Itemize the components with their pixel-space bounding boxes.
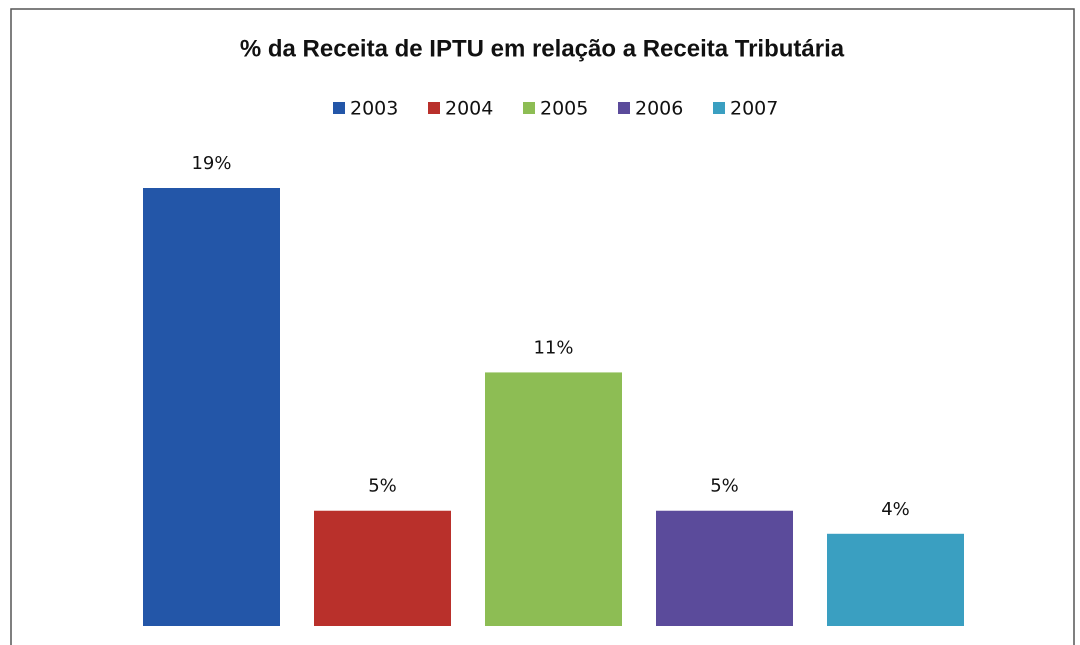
data-label: 4% xyxy=(881,499,910,520)
legend-swatch xyxy=(428,102,440,114)
legend-swatch xyxy=(523,102,535,114)
legend-label: 2003 xyxy=(350,98,398,120)
legend-label: 2004 xyxy=(445,98,493,120)
legend-label: 2006 xyxy=(635,98,683,120)
chart-frame xyxy=(10,8,1075,645)
bar xyxy=(827,533,964,626)
bar xyxy=(656,510,793,626)
chart-title: % da Receita de IPTU em relação a Receit… xyxy=(240,35,845,62)
bar xyxy=(143,188,280,626)
data-label: 5% xyxy=(368,476,397,497)
bar xyxy=(314,510,451,626)
legend-label: 2007 xyxy=(730,98,778,120)
data-label: 5% xyxy=(710,476,739,497)
legend-label: 2005 xyxy=(540,98,588,120)
legend-swatch xyxy=(713,102,725,114)
bar xyxy=(485,372,622,626)
legend-swatch xyxy=(333,102,345,114)
data-label: 19% xyxy=(191,153,231,174)
legend-swatch xyxy=(618,102,630,114)
data-label: 11% xyxy=(533,337,573,358)
